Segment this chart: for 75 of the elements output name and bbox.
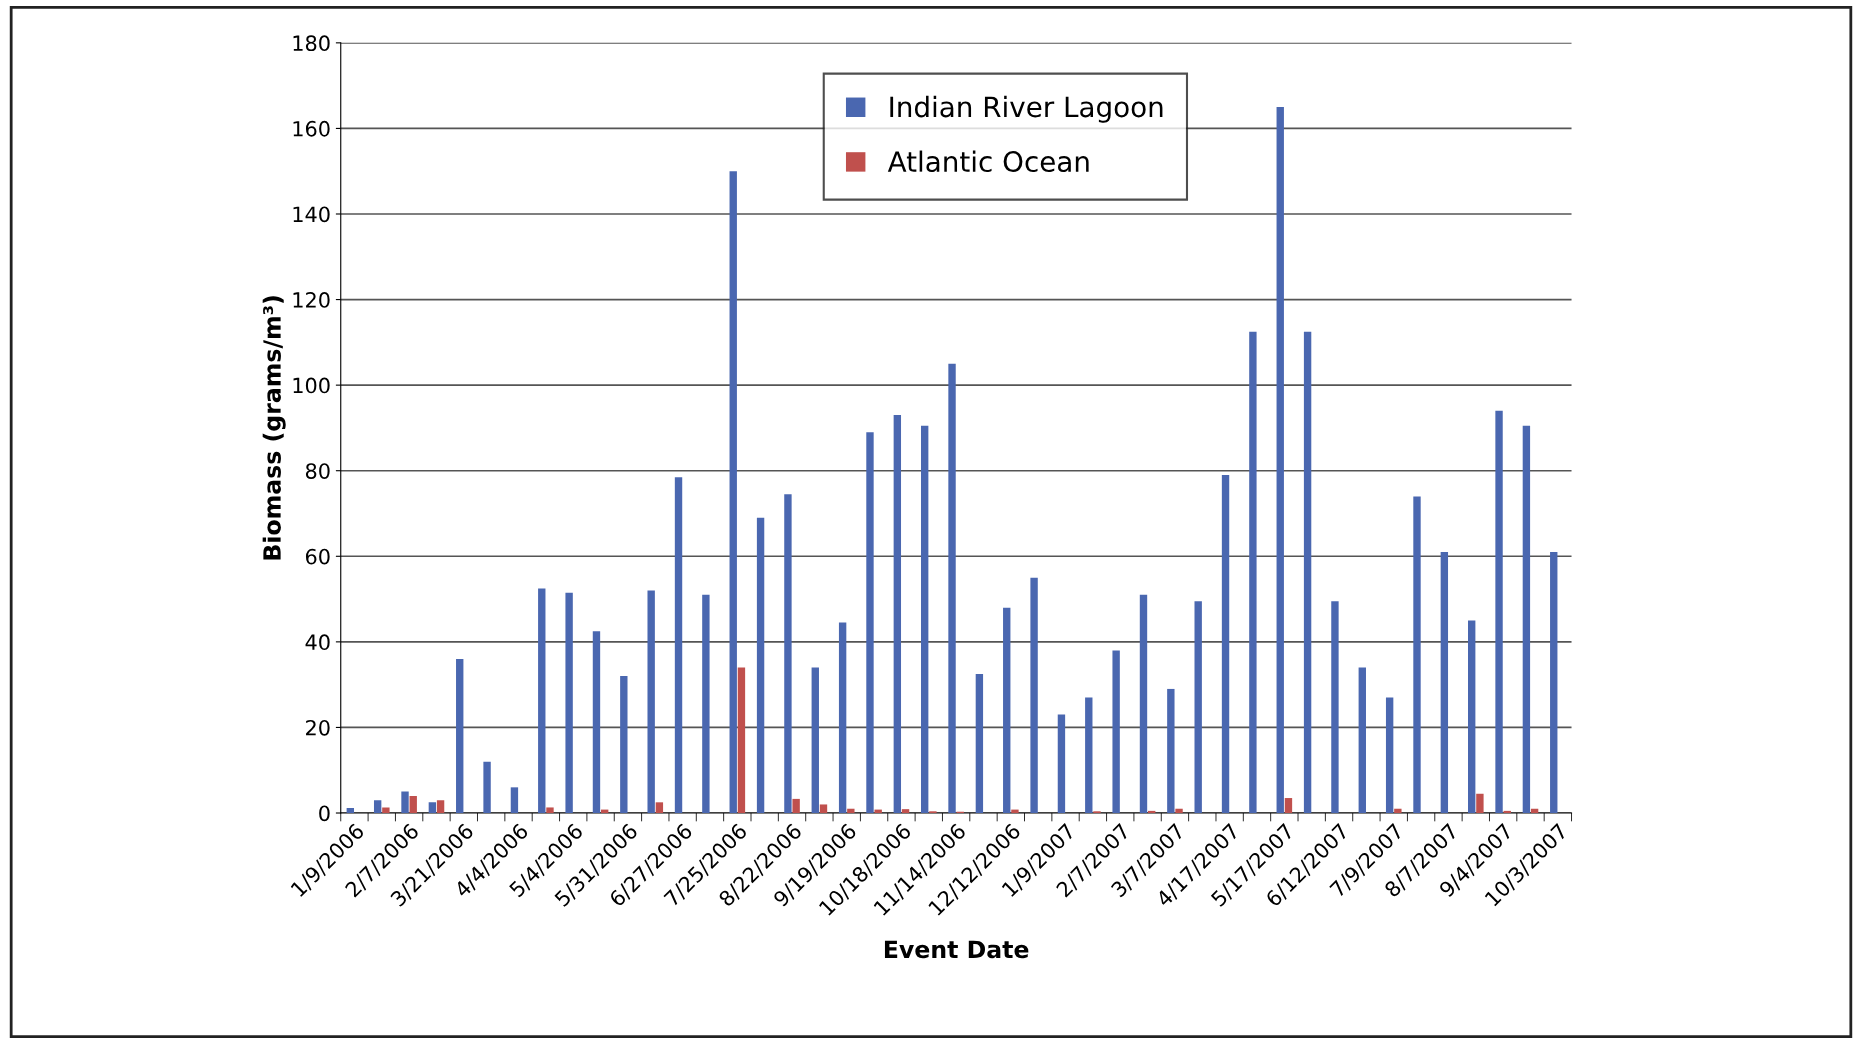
bar [920, 425, 929, 814]
bar [1440, 552, 1449, 814]
bar [1394, 808, 1402, 814]
bar [866, 432, 874, 814]
bar [1057, 714, 1066, 814]
bar [1003, 607, 1011, 814]
bar [409, 795, 417, 814]
bar [1221, 474, 1230, 814]
bar [674, 477, 683, 814]
bar [811, 667, 819, 814]
y-tick-label: 100 [293, 377, 330, 394]
x-axis-title: Event Date [884, 940, 1029, 959]
bar [893, 415, 902, 814]
bar [510, 787, 519, 814]
bar [1276, 107, 1284, 814]
bar [948, 363, 956, 814]
bar [1011, 809, 1019, 814]
bar [546, 807, 554, 814]
y-tick-label: 60 [305, 548, 330, 565]
bar [1030, 577, 1038, 814]
bar [1175, 808, 1183, 814]
bar [1495, 410, 1503, 814]
bar [1085, 697, 1093, 814]
bar [1167, 688, 1175, 814]
bar [373, 800, 382, 814]
y-tick-label: 140 [293, 206, 330, 223]
bar [1358, 667, 1366, 814]
bar [819, 804, 828, 814]
y-tick-label: 80 [305, 463, 330, 479]
bar [1468, 620, 1476, 814]
bar [538, 588, 546, 814]
bar [1249, 331, 1257, 814]
bar [1139, 594, 1148, 814]
bar [592, 631, 601, 814]
bar [1194, 601, 1202, 814]
bar [975, 673, 984, 814]
y-tick-label: 120 [293, 292, 330, 308]
bar [428, 802, 437, 814]
bar [565, 592, 573, 814]
bar [702, 594, 710, 814]
bar [838, 622, 847, 814]
legend-label: Atlantic Ocean [887, 150, 1089, 173]
bar [756, 517, 765, 814]
bar [1476, 793, 1484, 814]
y-tick-label: 0 [319, 805, 330, 822]
bar [1112, 650, 1120, 814]
bar [346, 807, 355, 814]
y-tick-label: 160 [293, 120, 330, 137]
bar [729, 171, 737, 814]
bar [784, 494, 792, 814]
bar [655, 802, 664, 814]
bar [792, 798, 800, 814]
bar [1303, 331, 1312, 814]
bar [737, 667, 746, 814]
bar [401, 791, 409, 814]
bar [874, 809, 882, 814]
bar [1385, 697, 1394, 814]
bar [1331, 601, 1339, 814]
bar [483, 761, 491, 814]
bar [647, 590, 655, 814]
bar [1550, 552, 1558, 814]
bar [1522, 425, 1531, 814]
bar [620, 676, 628, 814]
bar [456, 658, 464, 814]
bar [436, 800, 445, 814]
bar [1413, 496, 1421, 814]
y-axis-title: Biomass (grams/m³) [262, 296, 286, 560]
bar [382, 807, 390, 814]
bar [901, 809, 910, 814]
legend-label: Indian River Lagoon [890, 95, 1163, 123]
y-tick-label: 40 [305, 634, 330, 651]
y-tick-label: 180 [293, 35, 330, 52]
bar [1284, 798, 1293, 814]
bar [847, 808, 855, 814]
y-tick-label: 20 [306, 719, 330, 736]
